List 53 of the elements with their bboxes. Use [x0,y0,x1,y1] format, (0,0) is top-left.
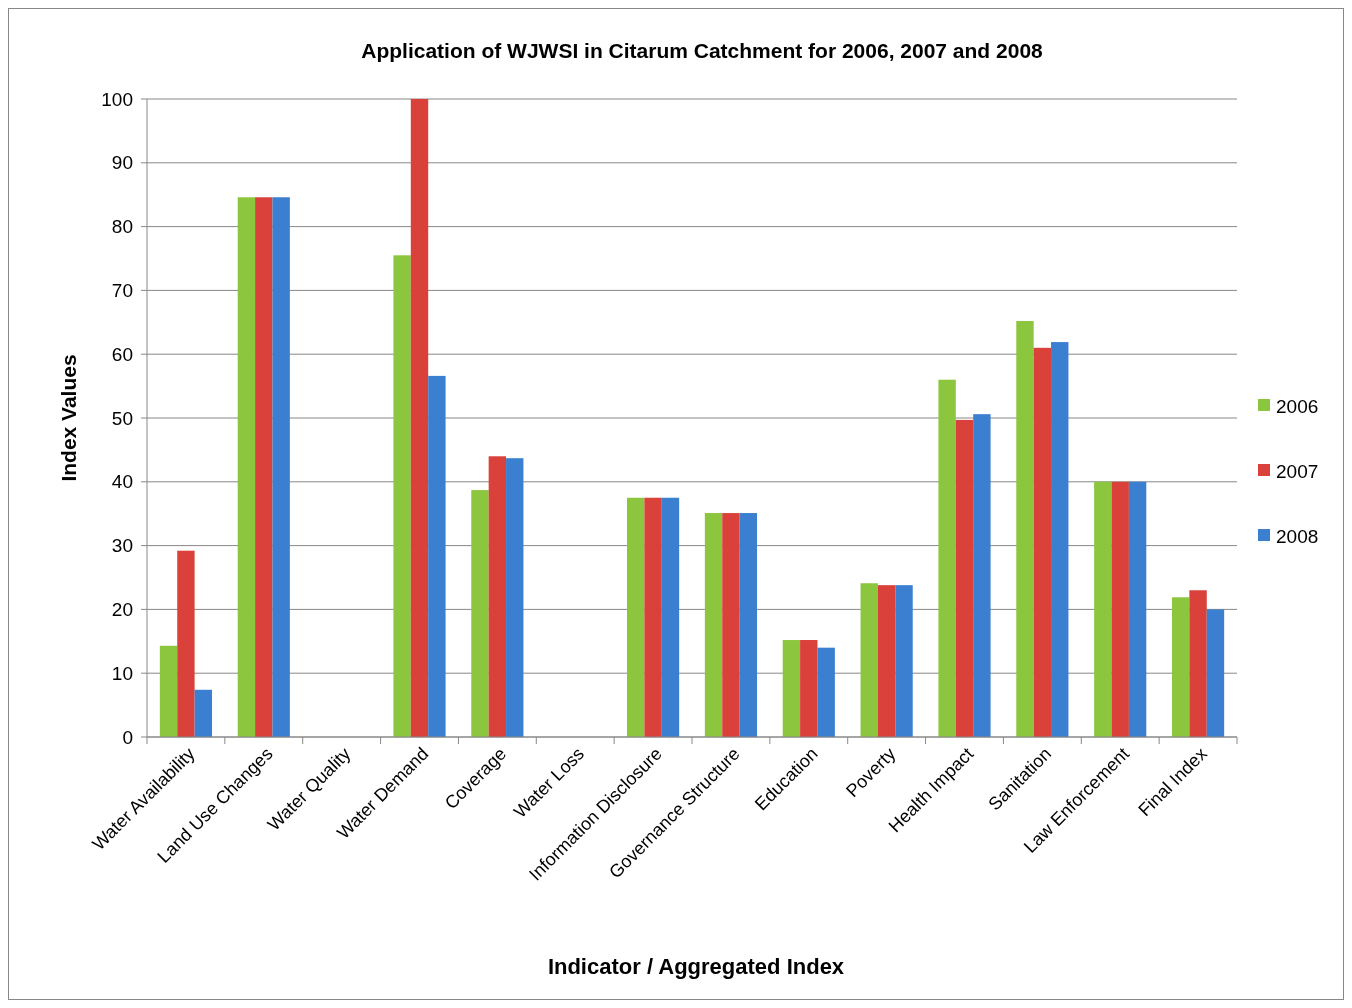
bar [506,458,524,737]
chart-title: Application of WJWSI in Citarum Catchment for 2006, 2007 and 2008 [361,39,1044,62]
bar [1189,590,1207,737]
y-tick-label: 30 [111,535,133,557]
bar [1206,609,1225,737]
bar [1094,481,1112,737]
bar [895,585,913,737]
bar [877,585,896,737]
y-tick-label: 10 [111,662,133,684]
y-tick-label: 60 [111,343,133,365]
bar [471,490,489,737]
bar [410,99,429,737]
y-tick-label: 40 [111,471,133,493]
bar [661,497,680,737]
bar [817,647,835,737]
bar [1171,597,1190,737]
bar [955,419,974,737]
bar [1016,321,1034,737]
y-tick-label: 20 [111,599,133,621]
y-tick-label: 70 [111,280,133,302]
bar [722,513,740,737]
bar [272,197,290,737]
bar [800,640,818,737]
y-tick-label: 80 [111,216,133,238]
legend-label: 2006 [1276,395,1319,417]
y-tick-label: 50 [111,407,133,429]
bar [644,497,662,737]
y-tick-label: 90 [111,152,133,174]
bar [237,197,256,737]
legend-label: 2008 [1276,525,1319,547]
y-tick-label: 100 [101,88,133,110]
bar [626,497,645,737]
bar [1111,481,1129,737]
bar [973,414,991,737]
bar [860,583,878,737]
bar [428,375,446,737]
bar [1051,342,1069,737]
bar [704,513,723,737]
bar [194,689,213,737]
y-tick-label: 0 [122,726,133,748]
bar [255,197,273,737]
bar [488,456,507,737]
bar [1128,481,1147,737]
legend-label: 2007 [1276,460,1319,482]
bar [1033,347,1052,737]
x-axis-title: Indicator / Aggregated Index [547,954,845,979]
y-axis-title: Index Values [57,354,80,482]
bar [159,645,178,737]
bar [782,640,801,737]
bar [739,513,758,737]
bar [393,255,411,737]
bar [938,379,956,737]
bar [177,550,195,737]
